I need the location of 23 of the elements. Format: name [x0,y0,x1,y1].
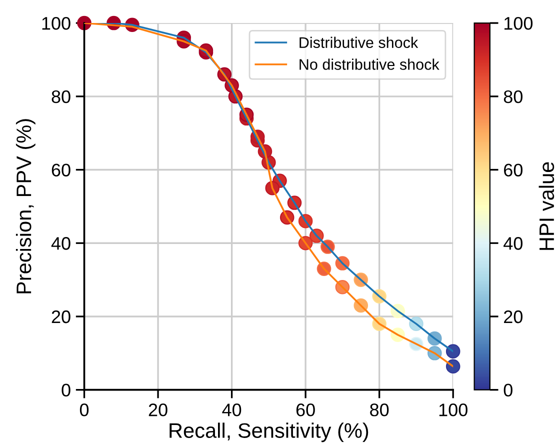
color-bar-label: 0 [504,384,512,397]
color-bar-label: 40 [504,237,522,250]
y-tick-label: 40 [51,237,70,250]
y-tick-label: 20 [52,310,70,324]
color-bar-label: 80 [504,90,522,104]
legend-label: Distributive shock [300,36,418,48]
x-axis-title: Recall, Sensitivity (%) [170,422,368,442]
x-tick-label: 80 [370,404,389,416]
x-tick-label: 20 [148,404,168,416]
x-tick-label: 0 [80,404,89,416]
y-tick-label: 100 [42,16,70,30]
y-axis-title: Precision, PPV (%) [16,119,36,294]
x-tick-label: 60 [296,404,315,416]
color-bar-label: 60 [504,164,522,176]
color-bar-label: 20 [504,310,522,324]
color-bar-label: 100 [504,16,533,30]
y-tick-label: 0 [62,384,70,397]
legend-label: No distributive shock [300,58,440,70]
x-tick-label: 40 [222,404,242,416]
y-tick-label: 80 [52,90,70,104]
x-tick-label: 100 [439,404,468,416]
y-tick-label: 60 [52,164,70,176]
color-bar-title: HPI value [538,162,554,250]
